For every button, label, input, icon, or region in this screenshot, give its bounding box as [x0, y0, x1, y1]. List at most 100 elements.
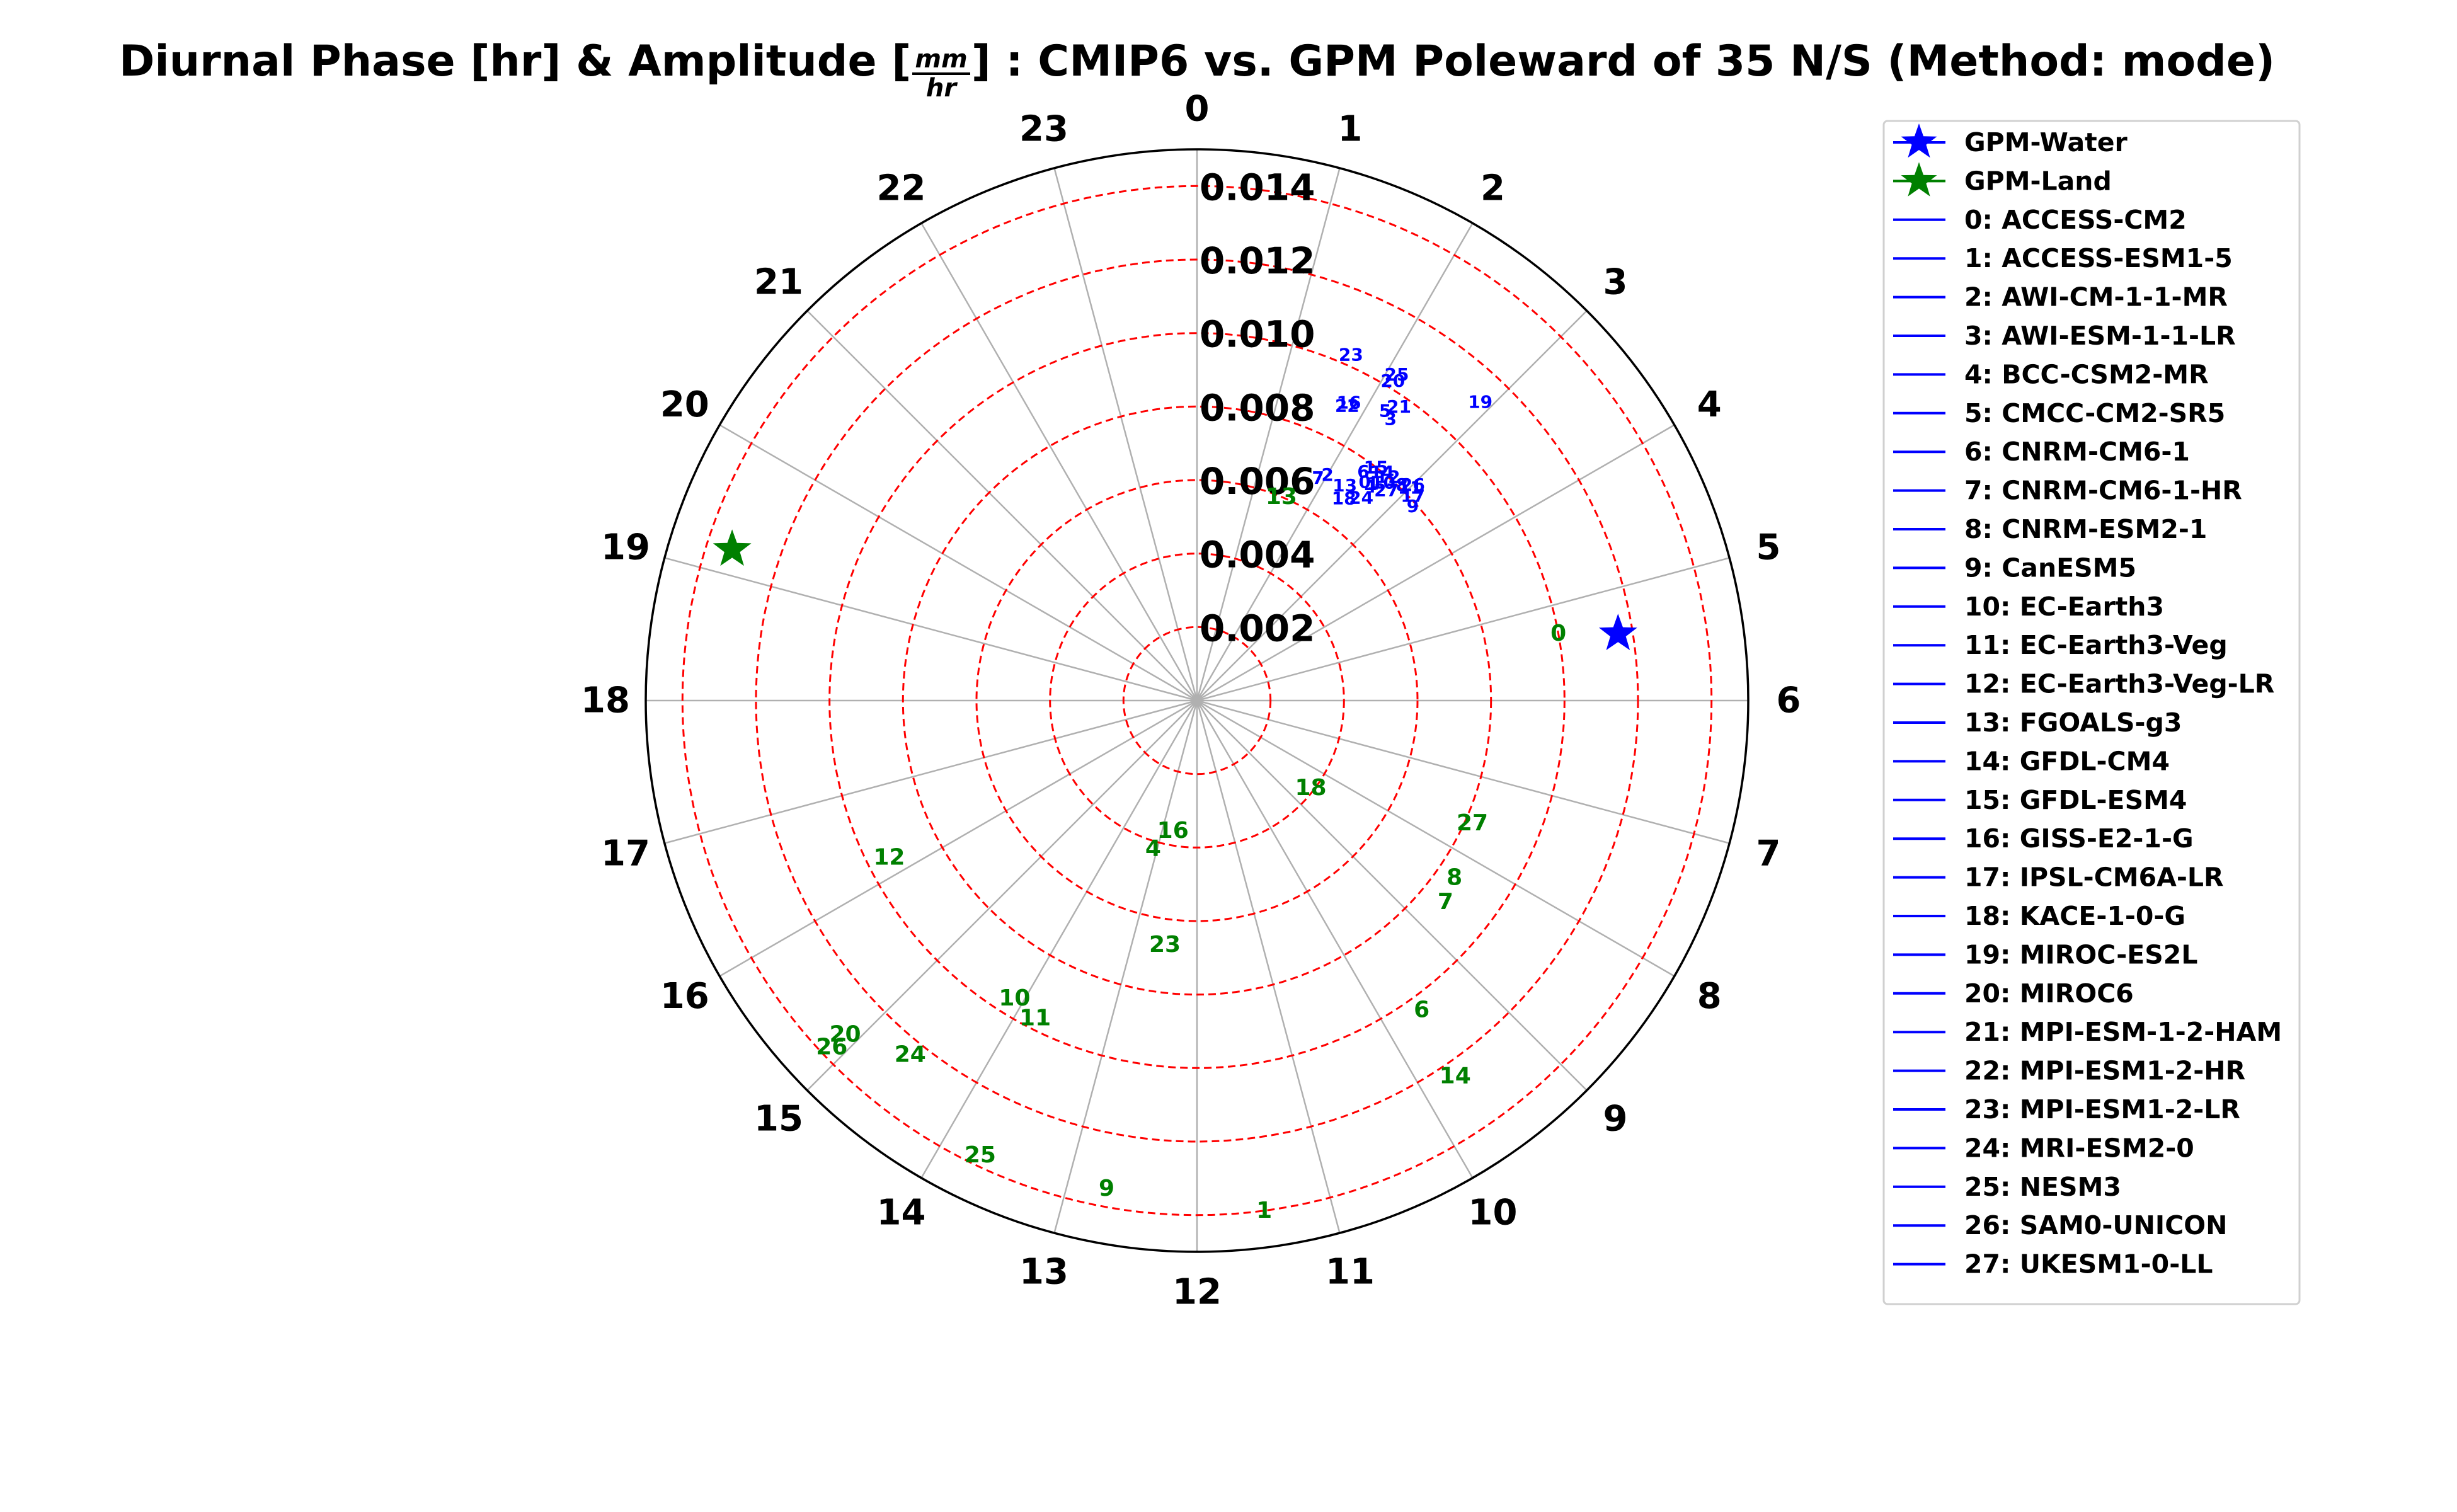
legend-entry-model-8: 8: CNRM-ESM2-1: [1964, 514, 2207, 544]
land-point-7: 7: [1438, 889, 1453, 915]
water-point-16: 16: [1337, 392, 1361, 413]
hour-label-1: 1: [1338, 109, 1363, 150]
hour-label-2: 2: [1480, 168, 1505, 209]
hour-label-8: 8: [1697, 976, 1722, 1017]
land-point-16: 16: [1157, 818, 1189, 844]
r-tick-label: 0.012: [1200, 239, 1315, 282]
legend-entry-model-22: 22: MPI-ESM1-2-HR: [1964, 1056, 2245, 1086]
legend-entry-model-24: 24: MRI-ESM2-0: [1964, 1133, 2194, 1163]
legend-entry-model-20: 20: MIROC6: [1964, 978, 2134, 1009]
legend-entry-model-2: 2: AWI-CM-1-1-MR: [1964, 282, 2228, 312]
legend-entry-model-12: 12: EC-Earth3-Veg-LR: [1964, 669, 2274, 699]
spoke-2: [1196, 222, 1474, 701]
r-tick-label: 0.008: [1200, 386, 1315, 429]
legend-entry-model-13: 13: FGOALS-g3: [1964, 707, 2182, 738]
water-point-5: 5: [1379, 401, 1391, 421]
chart-title: Diurnal Phase [hr] & Amplitude [mm hr] : …: [0, 37, 2394, 101]
hour-label-15: 15: [754, 1099, 803, 1140]
amplitude-ring-6: [681, 185, 1713, 1217]
land-point-18: 18: [1295, 775, 1326, 801]
amplitude-ring-2: [975, 479, 1419, 922]
legend-entry-model-26: 26: SAM0-UNICON: [1964, 1210, 2227, 1240]
hour-label-13: 13: [1019, 1252, 1068, 1293]
hour-label-23: 23: [1019, 109, 1068, 150]
water-point-9: 9: [1407, 496, 1419, 517]
legend-entry-model-27: 27: UKESM1-0-LL: [1964, 1249, 2213, 1280]
water-point-8: 8: [1395, 474, 1407, 495]
legend-entry-model-0: 0: ACCESS-CM2: [1964, 205, 2187, 235]
legend-entry-model-5: 5: CMCC-CM2-SR5: [1964, 398, 2225, 428]
hour-label-3: 3: [1603, 262, 1628, 303]
water-point-17: 17: [1400, 485, 1425, 506]
legend-entry-model-25: 25: NESM3: [1964, 1172, 2121, 1202]
water-point-1: 1: [1366, 473, 1378, 494]
hour-label-9: 9: [1603, 1099, 1628, 1140]
hour-label-10: 10: [1469, 1193, 1518, 1234]
spoke-16: [719, 699, 1198, 977]
water-point-4: 4: [1365, 476, 1377, 497]
title-suffix: ] : CMIP6 vs. GPM Poleward of 35 N/S (Me…: [971, 37, 2276, 86]
land-point-0: 0: [1550, 621, 1566, 646]
spoke-20: [719, 424, 1198, 702]
hour-label-21: 21: [754, 262, 803, 303]
land-point-14: 14: [1440, 1063, 1471, 1089]
water-point-20: 20: [1380, 370, 1405, 391]
water-point-3: 3: [1385, 408, 1397, 429]
legend-entry-model-19: 19: MIROC-ES2L: [1964, 939, 2197, 970]
legend-entry-model-4: 4: BCC-CSM2-MR: [1964, 359, 2209, 389]
r-tick-label: 0.002: [1200, 607, 1315, 650]
water-point-7: 7: [1312, 467, 1324, 488]
reference-markers: [713, 529, 1637, 650]
land-point-1: 1: [1256, 1198, 1272, 1223]
r-tick-label: 0.010: [1200, 313, 1315, 356]
land-point-25: 25: [965, 1142, 996, 1168]
legend-entry-gpm-land: GPM-Land: [1964, 166, 2112, 196]
water-point-27: 27: [1374, 480, 1399, 501]
water-point-11: 11: [1398, 477, 1423, 498]
legend-box: [1882, 120, 2301, 1305]
hour-label-16: 16: [660, 976, 709, 1017]
legend-entry-model-18: 18: KACE-1-0-G: [1964, 901, 2185, 931]
land-point-9: 9: [1099, 1176, 1114, 1201]
spoke-7: [1196, 699, 1730, 844]
spoke-19: [664, 557, 1198, 702]
hour-label-17: 17: [601, 833, 650, 874]
spoke-23: [1053, 168, 1198, 701]
hour-label-7: 7: [1756, 833, 1781, 874]
water-point-18: 18: [1332, 488, 1356, 509]
water-point-21: 21: [1387, 396, 1411, 417]
hour-label-18: 18: [581, 680, 630, 721]
hour-label-6: 6: [1777, 680, 1801, 721]
hour-label-11: 11: [1326, 1252, 1375, 1293]
r-tick-label: 0.006: [1200, 460, 1315, 503]
title-unit-numerator: mm: [912, 46, 970, 75]
spoke-1: [1196, 168, 1341, 701]
legend-entry-model-6: 6: CNRM-CM6-1: [1964, 437, 2190, 467]
legend-entry-model-10: 10: EC-Earth3: [1964, 592, 2164, 622]
land-point-23: 23: [1149, 932, 1181, 958]
water-point-19: 19: [1468, 392, 1492, 413]
amplitude-ring-1: [1049, 553, 1345, 849]
water-point-26: 26: [1400, 474, 1425, 495]
water-point-0: 0: [1359, 471, 1371, 492]
hour-label-0: 0: [1185, 89, 1210, 130]
polar-grid: [644, 148, 1750, 1253]
land-point-13: 13: [1266, 484, 1297, 510]
hour-label-20: 20: [660, 384, 709, 425]
legend-entry-model-11: 11: EC-Earth3-Veg: [1964, 630, 2228, 660]
legend-entry-model-7: 7: CNRM-CM6-1-HR: [1964, 476, 2242, 506]
spoke-11: [1196, 700, 1341, 1234]
water-point-6: 6: [1357, 461, 1369, 482]
water-point-14: 14: [1370, 462, 1394, 483]
land-point-4: 4: [1145, 835, 1161, 861]
title-prefix: Diurnal Phase [hr] & Amplitude [: [118, 37, 912, 86]
water-point-13: 13: [1332, 475, 1357, 496]
polar-frame: [644, 148, 1750, 1253]
land-point-12: 12: [873, 844, 905, 870]
spoke-14: [920, 700, 1198, 1179]
water-point-25: 25: [1385, 364, 1409, 385]
hour-label-12: 12: [1172, 1272, 1222, 1313]
reference-star-gpm-land: [713, 529, 752, 566]
